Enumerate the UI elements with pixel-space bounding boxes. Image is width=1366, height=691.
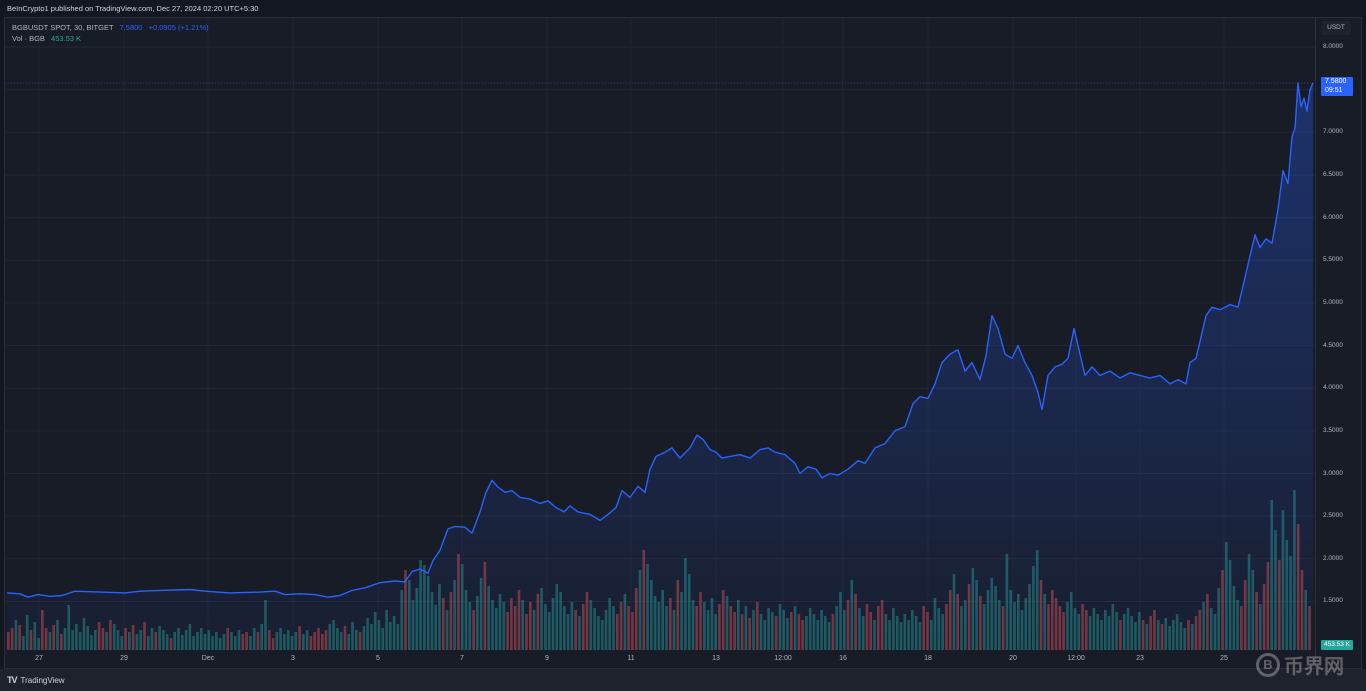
x-tick-label: 27 (35, 655, 43, 662)
x-tick-label: 11 (627, 655, 635, 662)
y-tick-label: 8.0000 (1323, 43, 1343, 50)
y-tick-label: 7.0000 (1323, 128, 1343, 136)
chart-legend: BGBUSDT SPOT, 30, BITGET 7.5800 +0.0905 … (12, 22, 209, 44)
watermark-text: 币界网 (1284, 656, 1344, 678)
currency-selector[interactable]: USDT (1321, 21, 1351, 35)
tradingview-logo[interactable]: TV TradingView (7, 675, 65, 685)
y-tick-label: 4.0000 (1323, 384, 1343, 392)
bar-countdown: 09:51 (1325, 87, 1343, 94)
legend-symbol-row[interactable]: BGBUSDT SPOT, 30, BITGET 7.5800 +0.0905 … (12, 22, 209, 33)
x-tick-label: 12:00 (1067, 655, 1085, 662)
footer-bar (0, 669, 1366, 691)
price-line (6, 82, 1314, 598)
x-tick-label: 5 (376, 655, 380, 662)
watermark: B 币界网 (1256, 650, 1344, 679)
y-tick-label: 2.0000 (1323, 554, 1343, 562)
legend-change: +0.0905 (+1.21%) (148, 23, 209, 32)
x-tick-label: 7 (460, 655, 464, 662)
last-price-tag: 7.5800 09:51 (1321, 77, 1353, 96)
tv-icon: TV (7, 675, 17, 685)
y-tick-label: 6.0000 (1323, 213, 1343, 221)
volume-label: Vol · BGB (12, 34, 45, 43)
legend-volume-row[interactable]: Vol · BGB 453.53 K (12, 33, 209, 44)
x-tick-label: 20 (1009, 655, 1017, 662)
x-tick-label: 25 (1220, 655, 1228, 662)
volume-tag: 453.53 K (1321, 640, 1353, 650)
x-tick-label: 12:00 (774, 655, 792, 662)
x-tick-label: 18 (924, 655, 932, 662)
y-tick-label: 4.5000 (1323, 341, 1343, 349)
x-tick-label: 3 (291, 655, 295, 662)
price-axis-divider (1315, 18, 1316, 669)
symbol-label: BGBUSDT SPOT, 30, BITGET (12, 23, 114, 32)
bitcoin-coin-icon: B (1256, 652, 1280, 677)
legend-price: 7.5800 (119, 23, 143, 32)
x-tick-label: Dec (201, 655, 215, 662)
y-tick-label: 1.5000 (1323, 597, 1343, 605)
publisher-line: BeInCrypto1 published on TradingView.com… (0, 0, 1366, 18)
x-tick-label: 13 (712, 655, 720, 662)
brand-name: TradingView (20, 675, 65, 685)
x-tick-label: 9 (545, 655, 549, 662)
y-tick-label: 3.5000 (1323, 426, 1343, 434)
legend-volume-value: 453.53 K (51, 34, 82, 43)
y-tick-label: 3.0000 (1323, 469, 1343, 477)
grid-lines (5, 18, 1315, 650)
y-tick-label: 5.5000 (1323, 256, 1343, 264)
x-tick-label: 23 (1136, 655, 1144, 662)
y-tick-label: 5.0000 (1323, 298, 1343, 306)
price-area-fill (7, 82, 1313, 651)
y-tick-label: 2.5000 (1323, 512, 1343, 520)
last-price-value: 7.5800 (1325, 78, 1347, 85)
x-tick-label: 29 (120, 655, 128, 662)
y-tick-label: 6.5000 (1323, 170, 1343, 178)
x-tick-label: 16 (839, 655, 847, 662)
